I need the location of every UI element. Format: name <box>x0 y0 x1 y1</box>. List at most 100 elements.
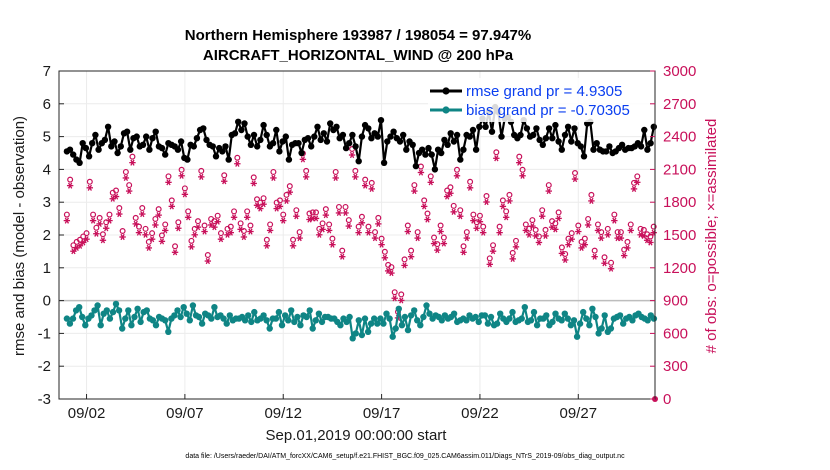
bias-point <box>497 310 504 317</box>
obs-possible-marker <box>470 211 477 218</box>
obs-possible-marker <box>535 233 542 240</box>
left-axis-ticks: -3 -2 -1 0 1 2 3 4 5 6 7 <box>38 63 64 408</box>
obs-assimilated-marker <box>342 209 349 217</box>
bias-point <box>152 322 160 329</box>
rmse-point <box>431 166 439 173</box>
bias-point <box>226 312 233 319</box>
rmse-point <box>580 153 588 160</box>
rmse-point <box>533 125 540 132</box>
rmse-point <box>368 135 375 142</box>
bias-point <box>263 317 270 324</box>
bias-point <box>66 320 74 327</box>
obs-assimilated-marker <box>365 229 372 236</box>
obs-assimilated-marker <box>647 239 654 246</box>
rmse-point <box>190 143 197 150</box>
obs-possible-marker <box>290 236 297 243</box>
obs-assimilated-marker <box>155 212 162 219</box>
obs-assimilated-marker <box>617 234 625 242</box>
obs-possible-marker <box>237 220 244 227</box>
bias-point <box>629 317 636 324</box>
rmse-point <box>317 136 324 144</box>
rmse-point <box>542 135 550 142</box>
obs-assimilated-marker <box>286 189 293 196</box>
bias-point <box>278 322 286 329</box>
obs-assimilated-marker <box>607 265 615 272</box>
bias-point <box>186 317 193 324</box>
right-axis-ticks: 0 300 600 900 1200 1500 1800 2100 2400 2700 3000 <box>650 63 696 408</box>
bias-point <box>91 307 98 314</box>
rmse-point <box>637 143 645 150</box>
obs-possible-marker <box>493 149 500 156</box>
bias-point <box>644 317 651 324</box>
bias-point <box>361 315 369 322</box>
right-tick-label: 3000 <box>663 63 696 80</box>
bias-point <box>358 331 366 339</box>
bias-point <box>450 310 458 317</box>
legend: rmse grand pr = 4.9305 bias grand pr = -… <box>428 78 650 122</box>
obs-assimilated-marker <box>401 262 408 269</box>
bias-point <box>371 315 378 322</box>
bias-point <box>315 310 323 317</box>
rmse-series <box>63 103 657 173</box>
obs-assimilated-marker <box>483 198 490 206</box>
bias-point <box>297 322 304 329</box>
obs-possible-marker <box>450 202 457 209</box>
obs-possible-marker <box>506 191 513 198</box>
obs-possible-marker <box>427 173 434 180</box>
bias-point <box>389 333 396 340</box>
bias-point <box>312 317 319 324</box>
bias-point <box>487 313 495 321</box>
obs-assimilated-marker <box>302 173 310 180</box>
obs-possible-marker <box>195 218 202 225</box>
obs-possible-marker <box>532 226 539 233</box>
chart-title-line2: AIRCRAFT_HORIZONTAL_WIND @ 200 hPa <box>203 47 514 64</box>
bias-point <box>115 307 123 314</box>
bias-point <box>174 307 181 314</box>
rmse-point <box>441 136 448 144</box>
bias-point <box>530 308 538 316</box>
rmse-point <box>466 133 473 140</box>
obs-possible-marker <box>126 182 133 189</box>
bias-point <box>220 315 227 322</box>
rmse-point <box>101 136 109 144</box>
bias-point <box>94 302 101 309</box>
obs-possible-marker <box>254 196 261 203</box>
left-tick-label: 2 <box>43 227 51 244</box>
rmse-point <box>238 126 245 134</box>
rmse-point <box>593 140 600 147</box>
rmse-point <box>146 146 153 153</box>
bias-point <box>377 315 384 322</box>
bias-point <box>248 318 255 326</box>
obs-assimilated-marker <box>466 184 474 191</box>
bias-point <box>561 310 568 317</box>
obs-assimilated-marker <box>129 159 136 166</box>
rmse-point <box>225 156 232 163</box>
obs-assimilated-marker <box>443 193 451 200</box>
rmse-point <box>235 118 242 126</box>
obs-possible-marker <box>339 247 346 254</box>
x-tick-label: 09/02 <box>68 405 106 422</box>
obs-possible-marker <box>217 230 224 237</box>
obs-assimilated-marker <box>201 228 208 235</box>
rmse-point <box>111 138 118 145</box>
rmse-point <box>641 126 648 134</box>
obs-possible-marker <box>342 203 349 210</box>
right-tick-label: 1800 <box>663 194 696 211</box>
rmse-point <box>95 146 102 153</box>
right-tick-label: 2400 <box>663 129 696 146</box>
bias-point <box>266 325 273 332</box>
obs-assimilated-marker <box>96 220 103 227</box>
obs-possible-marker <box>614 229 621 236</box>
rmse-point <box>412 162 420 170</box>
obs-possible-marker <box>519 166 526 173</box>
obs-possible-marker <box>106 211 113 218</box>
obs-possible-marker <box>355 223 362 230</box>
obs-assimilated-marker <box>434 247 441 254</box>
bias-point <box>374 320 381 327</box>
obs-possible-marker <box>345 217 352 224</box>
rmse-point <box>174 146 182 153</box>
bias-point <box>620 320 627 327</box>
x-tick-label: 09/27 <box>560 405 598 422</box>
obs-assimilated-marker <box>450 208 457 215</box>
obs-possible-marker <box>352 167 359 174</box>
